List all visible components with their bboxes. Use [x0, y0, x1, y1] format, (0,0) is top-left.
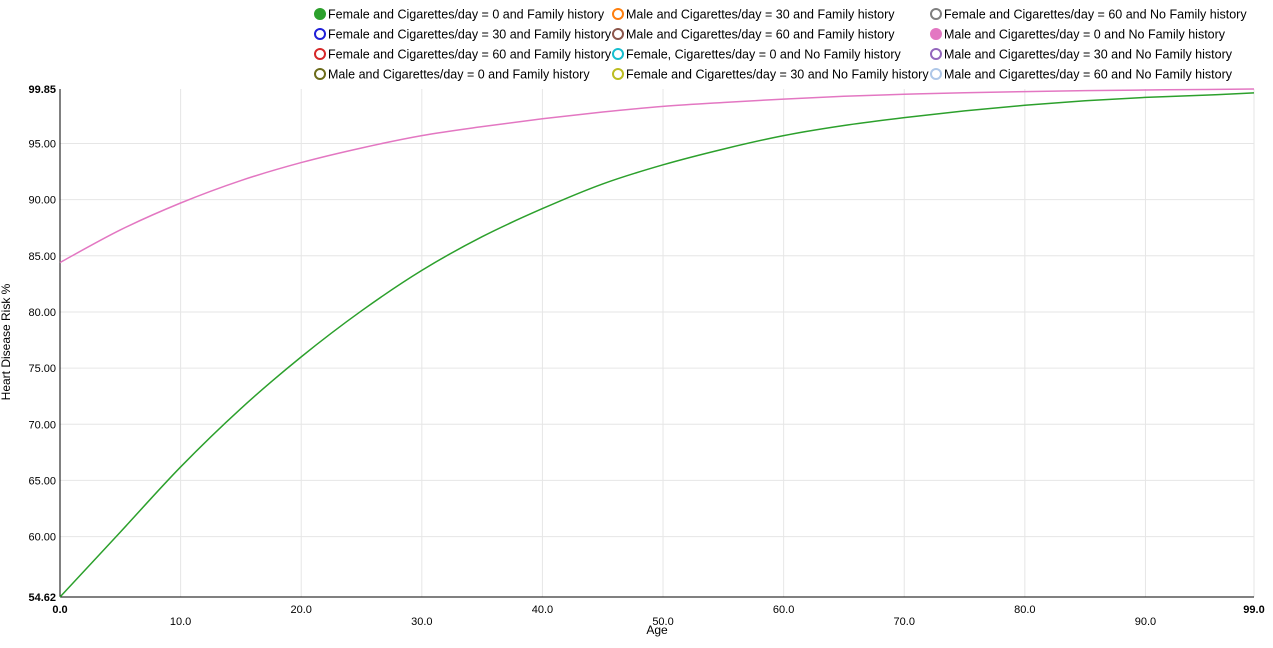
legend-item[interactable]: Female and Cigarettes/day = 30 and No Fa… [612, 68, 929, 82]
legend-marker-icon[interactable] [612, 28, 624, 40]
legend-marker-icon[interactable] [314, 48, 326, 60]
legend-label: Male and Cigarettes/day = 0 and Family h… [328, 68, 590, 82]
legend-label: Female, Cigarettes/day = 0 and No Family… [626, 48, 902, 62]
legend-label: Male and Cigarettes/day = 60 and No Fami… [944, 68, 1233, 82]
x-tick-label: 90.0 [1135, 616, 1156, 628]
legend-label: Female and Cigarettes/day = 30 and Famil… [328, 28, 612, 42]
y-tick-label: 65.00 [28, 475, 56, 487]
legend-label: Male and Cigarettes/day = 0 and No Famil… [944, 28, 1226, 42]
x-tick-label: 99.0 [1243, 604, 1264, 616]
legend-label: Female and Cigarettes/day = 30 and No Fa… [626, 68, 929, 82]
y-tick-label: 95.00 [28, 138, 56, 150]
x-tick-label: 40.0 [532, 604, 553, 616]
legend-item[interactable]: Male and Cigarettes/day = 30 and Family … [612, 8, 895, 22]
y-tick-label: 70.00 [28, 419, 56, 431]
y-axis-label: Heart Disease Risk % [0, 283, 13, 400]
legend-item[interactable]: Male and Cigarettes/day = 30 and No Fami… [930, 48, 1233, 62]
y-tick-label: 99.85 [28, 84, 56, 96]
legend-marker-icon[interactable] [314, 68, 326, 80]
x-tick-label: 20.0 [291, 604, 312, 616]
legend-label: Female and Cigarettes/day = 0 and Family… [328, 8, 605, 22]
series-lines [59, 88, 1255, 598]
legend-marker-icon[interactable] [612, 48, 624, 60]
gridlines [60, 89, 1255, 597]
legend-label: Male and Cigarettes/day = 30 and No Fami… [944, 48, 1233, 62]
legend-marker-icon[interactable] [930, 48, 942, 60]
legend-marker-icon[interactable] [930, 28, 942, 40]
x-tick-label: 60.0 [773, 604, 794, 616]
legend-marker-icon[interactable] [314, 28, 326, 40]
tick-labels: 0.0 10.0 20.0 30.0 40.0 50.0 60.0 70.0 80.0 90.0 9… [28, 84, 1264, 628]
legend-item[interactable]: Male and Cigarettes/day = 60 and Family … [612, 28, 895, 42]
y-tick-label: 75.00 [28, 363, 56, 375]
legend-item[interactable]: Male and Cigarettes/day = 0 and No Famil… [930, 28, 1226, 42]
legend-label: Male and Cigarettes/day = 30 and Family … [626, 8, 895, 22]
legend-item[interactable]: Female, Cigarettes/day = 0 and No Family… [612, 48, 902, 62]
x-tick-label: 10.0 [170, 616, 191, 628]
legend-item[interactable]: Female and Cigarettes/day = 60 and No Fa… [930, 8, 1247, 22]
series-line-1 [59, 92, 1255, 598]
y-tick-label: 90.00 [28, 195, 56, 207]
legend-marker-icon[interactable] [612, 8, 624, 20]
legend-marker-icon[interactable] [930, 68, 942, 80]
x-axis-label: Age [646, 623, 668, 637]
legend-item[interactable]: Male and Cigarettes/day = 60 and No Fami… [930, 68, 1233, 82]
legend-marker-icon[interactable] [612, 68, 624, 80]
x-tick-label: 30.0 [411, 616, 432, 628]
y-tick-label: 54.62 [28, 592, 56, 604]
legend-marker-icon[interactable] [314, 8, 326, 20]
legend-label: Female and Cigarettes/day = 60 and Famil… [328, 48, 612, 62]
legend-item[interactable]: Female and Cigarettes/day = 60 and Famil… [314, 48, 612, 62]
x-tick-label: 0.0 [52, 604, 67, 616]
legend-item[interactable]: Female and Cigarettes/day = 0 and Family… [314, 8, 605, 22]
legend-item[interactable]: Male and Cigarettes/day = 0 and Family h… [314, 68, 590, 82]
y-tick-label: 85.00 [28, 251, 56, 263]
x-tick-label: 50.0 [652, 616, 673, 628]
legend[interactable]: Female and Cigarettes/day = 0 and Family… [314, 8, 1247, 82]
x-tick-label: 70.0 [894, 616, 915, 628]
legend-item[interactable]: Female and Cigarettes/day = 30 and Famil… [314, 28, 612, 42]
x-tick-label: 80.0 [1014, 604, 1035, 616]
legend-marker-icon[interactable] [930, 8, 942, 20]
series-line-2 [59, 88, 1255, 264]
y-tick-label: 60.00 [28, 532, 56, 544]
y-tick-label: 80.00 [28, 307, 56, 319]
legend-label: Female and Cigarettes/day = 60 and No Fa… [944, 8, 1247, 22]
legend-label: Male and Cigarettes/day = 60 and Family … [626, 28, 895, 42]
axes [59, 89, 1254, 598]
